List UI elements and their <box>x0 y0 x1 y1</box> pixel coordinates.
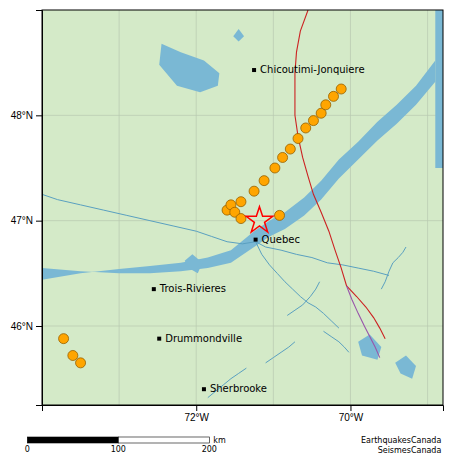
scale-segment <box>27 437 118 443</box>
city-marker <box>252 68 256 72</box>
earthquake <box>259 176 269 186</box>
earthquake <box>308 116 318 126</box>
city-label: Drummondville <box>165 333 242 344</box>
boundary <box>347 286 380 358</box>
y-tick-label: 46°N <box>11 321 33 332</box>
city-label: Quebec <box>262 234 300 245</box>
earthquake <box>278 152 288 162</box>
y-tick: 47°N <box>11 215 42 226</box>
earthquake <box>270 163 280 173</box>
chart: Chicoutimi-Jonquiere Quebec Trois-Rivieres… <box>0 0 455 467</box>
river <box>266 342 295 363</box>
earthquake <box>275 210 285 220</box>
river <box>42 194 256 244</box>
y-axis: 46°N 47°N 48°N <box>11 11 43 406</box>
y-tick: 46°N <box>11 321 42 332</box>
river <box>381 247 406 289</box>
grid-line <box>42 115 443 116</box>
x-tick: 72°W <box>184 405 209 423</box>
earthquake <box>249 186 259 196</box>
water-area <box>395 355 416 378</box>
scale-label: 100 <box>111 445 126 454</box>
earthquake <box>68 350 78 360</box>
y-tick: 48°N <box>11 110 42 121</box>
y-tick-mark <box>36 326 42 327</box>
earthquake <box>236 214 246 224</box>
water-area <box>435 10 443 168</box>
city-labels: Chicoutimi-Jonquiere Quebec Trois-Rivieres… <box>159 64 365 394</box>
x-tick-mark <box>196 405 197 411</box>
city-label: Chicoutimi-Jonquiere <box>260 64 365 75</box>
water-area <box>42 61 435 280</box>
river <box>308 303 339 328</box>
earthquake <box>336 84 346 94</box>
earthquake <box>59 334 69 344</box>
grid-line <box>427 10 428 405</box>
river <box>256 242 389 276</box>
x-axis: 72°W 70°W <box>43 405 444 423</box>
water-area <box>358 334 381 359</box>
x-tick-label: 70°W <box>339 412 364 423</box>
city-marker <box>157 337 161 341</box>
earthquake <box>285 144 295 154</box>
y-tick-label: 48°N <box>11 110 33 121</box>
river <box>256 242 308 303</box>
epicenter <box>246 207 273 232</box>
plot-frame <box>42 10 443 405</box>
boundary <box>295 10 347 286</box>
x-axis-line <box>43 406 444 412</box>
map-background <box>42 10 443 405</box>
grid-line <box>42 326 443 327</box>
y-tick-mark <box>36 115 42 116</box>
scale-label: 200 <box>202 445 217 454</box>
y-tick-mark <box>36 221 42 222</box>
scale-label: 0 <box>25 445 30 454</box>
plot-area <box>42 10 443 405</box>
earthquake <box>328 91 338 101</box>
boundary <box>347 286 386 339</box>
water-area <box>185 254 203 273</box>
scale-segment <box>118 437 209 443</box>
earthquake <box>321 100 331 110</box>
credit-text: EarthquakesCanada <box>361 436 441 445</box>
scale-bar: 0 100 200km <box>25 436 226 455</box>
city-label: Sherbrooke <box>210 383 267 394</box>
river <box>323 331 348 352</box>
credit: EarthquakesCanadaSeismesCanada <box>361 436 441 455</box>
river <box>287 282 319 316</box>
grid-line <box>119 10 120 405</box>
city-label: Trois-Rivieres <box>159 283 226 294</box>
water-area <box>159 44 219 92</box>
city-marker <box>254 238 258 242</box>
y-tick-label: 47°N <box>11 215 33 226</box>
city-marker <box>202 387 206 391</box>
city-marker <box>152 287 156 291</box>
earthquake <box>236 197 246 207</box>
x-tick-mark <box>350 405 351 411</box>
earthquake <box>76 358 86 368</box>
water-area <box>233 29 244 42</box>
earthquake <box>301 123 311 133</box>
x-tick: 70°W <box>339 405 364 423</box>
x-tick-label: 72°W <box>184 412 209 423</box>
y-axis-line <box>36 11 43 406</box>
earthquake <box>293 134 303 144</box>
scale-unit: km <box>213 436 226 445</box>
credit-text: SeismesCanada <box>378 446 442 455</box>
